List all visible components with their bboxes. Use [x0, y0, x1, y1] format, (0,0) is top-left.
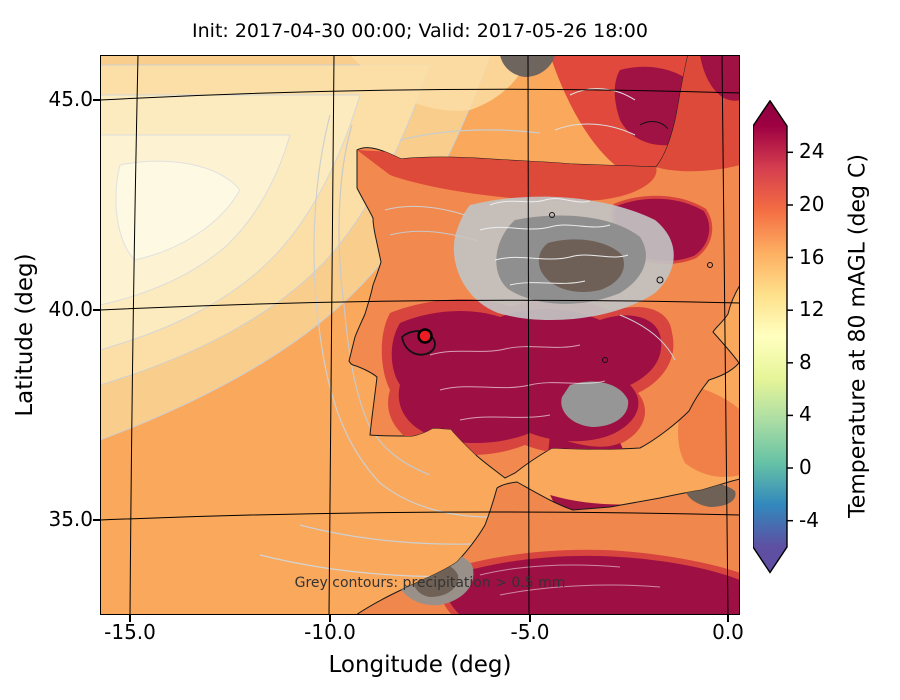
y-axis-label: Latitude (deg) [12, 253, 38, 417]
colorbar-tick-label: 24 [799, 139, 825, 163]
colorbar-tick-label: 8 [799, 350, 812, 374]
temperature-map [100, 55, 740, 615]
colorbar-gradient [753, 100, 788, 574]
colorbar-tick-label: 4 [799, 402, 812, 426]
x-tick-label: -5.0 [510, 620, 550, 644]
colorbar-tick-marks [787, 151, 793, 522]
x-tick-label: -15.0 [104, 620, 156, 644]
colorbar [753, 100, 793, 574]
graticule-lines [100, 55, 740, 615]
y-tick-mark [93, 309, 100, 311]
y-tick-label: 35.0 [48, 507, 93, 531]
colorbar-tick-label: 0 [799, 455, 812, 479]
colorbar-tick-label: 16 [799, 245, 825, 269]
colorbar-axis-label: Temperature at 80 mAGL (deg C) [845, 154, 871, 518]
x-tick-label: -10.0 [304, 620, 356, 644]
x-tick-mark [329, 615, 331, 622]
y-tick-mark [93, 99, 100, 101]
iberia-landmass [348, 55, 740, 479]
location-marker-dot [417, 328, 433, 344]
y-tick-mark [93, 519, 100, 521]
colorbar-tick-label: 20 [799, 192, 825, 216]
colorbar-tick-label: -4 [799, 508, 819, 532]
y-tick-label: 40.0 [48, 297, 93, 321]
colorbar-tick-label: 12 [799, 297, 825, 321]
x-tick-mark [129, 615, 131, 622]
x-axis-label: Longitude (deg) [328, 652, 512, 678]
x-tick-mark [727, 615, 729, 622]
x-tick-mark [529, 615, 531, 622]
plot-title: Init: 2017-04-30 00:00; Valid: 2017-05-2… [192, 20, 648, 42]
y-tick-label: 45.0 [48, 87, 93, 111]
x-tick-label: 0.0 [712, 620, 744, 644]
precipitation-note: Grey contours: precipitation > 0.5 mm [294, 575, 566, 591]
